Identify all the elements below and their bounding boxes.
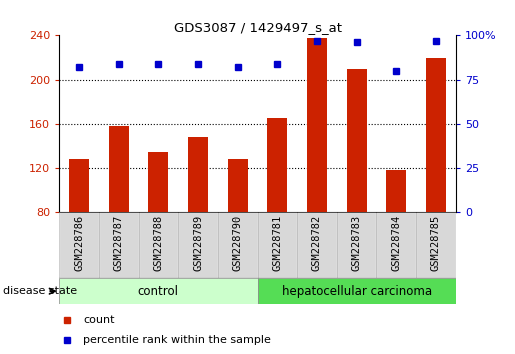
Text: GSM228783: GSM228783 (352, 215, 362, 270)
Bar (178, 212, 218, 278)
Text: GSM228784: GSM228784 (391, 215, 401, 270)
Bar (337, 212, 376, 278)
Text: GSM228781: GSM228781 (272, 215, 282, 270)
Text: GSM228789: GSM228789 (193, 215, 203, 270)
Text: hepatocellular carcinoma: hepatocellular carcinoma (282, 285, 432, 298)
Text: GSM228790: GSM228790 (233, 215, 243, 270)
Bar (59, 278, 258, 304)
Bar (307, 38, 327, 212)
Bar (258, 212, 297, 278)
Bar (258, 278, 456, 304)
Bar (188, 137, 208, 212)
Bar (148, 152, 168, 212)
Bar (99, 212, 139, 278)
Bar (228, 159, 248, 212)
Text: GSM228782: GSM228782 (312, 215, 322, 270)
Bar (376, 212, 416, 278)
Bar (59, 212, 99, 278)
Text: percentile rank within the sample: percentile rank within the sample (83, 335, 271, 345)
Bar (426, 57, 446, 212)
Text: disease state: disease state (3, 286, 77, 296)
Text: count: count (83, 315, 114, 325)
Bar (297, 212, 337, 278)
Bar (218, 212, 258, 278)
Bar (347, 69, 367, 212)
Bar (109, 126, 129, 212)
Bar (416, 212, 456, 278)
Text: GSM228788: GSM228788 (153, 215, 163, 270)
Text: GSM228787: GSM228787 (114, 215, 124, 270)
Text: GSM228785: GSM228785 (431, 215, 441, 270)
Text: GSM228786: GSM228786 (74, 215, 84, 270)
Bar (139, 212, 178, 278)
Bar (267, 118, 287, 212)
Title: GDS3087 / 1429497_s_at: GDS3087 / 1429497_s_at (174, 21, 341, 34)
Bar (386, 170, 406, 212)
Text: control: control (138, 285, 179, 298)
Bar (69, 159, 89, 212)
